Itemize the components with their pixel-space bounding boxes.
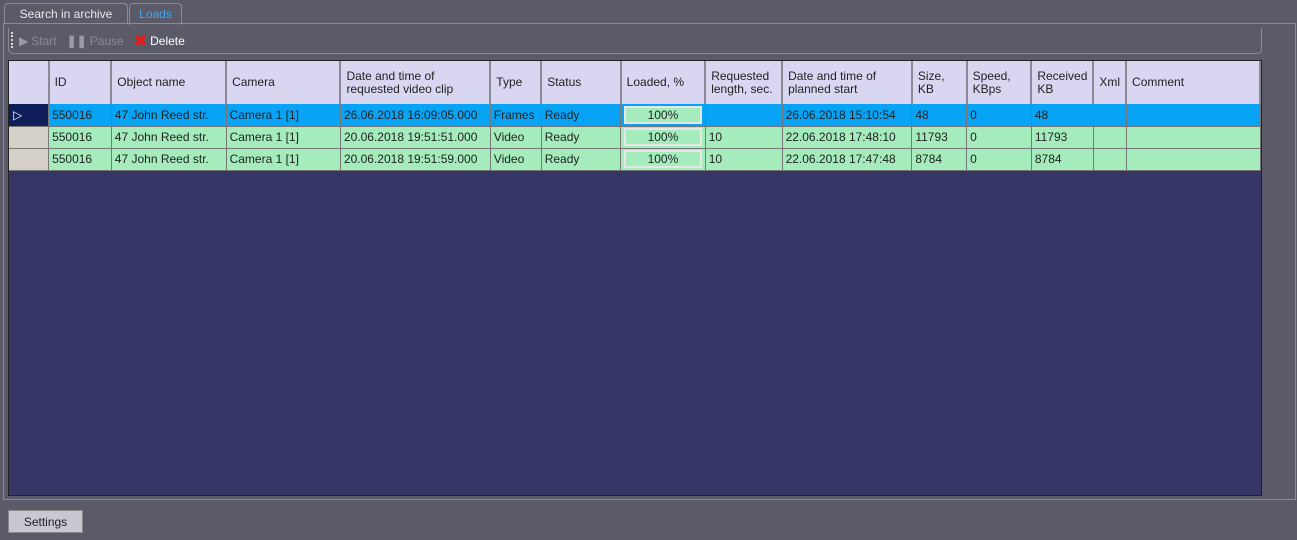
column-header[interactable]: Received KB [1031,61,1095,104]
table-cell [1126,148,1261,171]
column-header[interactable]: Status [541,61,622,104]
column-header[interactable]: Camera [226,61,342,104]
table-cell: 26.06.2018 15:10:54 [782,104,913,127]
table-cell: 20.06.2018 19:51:51.000 [340,126,491,149]
table-cell: 550016 [48,126,112,149]
toolbar: ▶ Start ❚❚ Pause ✖ Delete [8,28,1262,54]
current-row-arrow-icon: ▷ [13,107,23,122]
table-cell: 550016 [48,104,112,127]
start-label: Start [31,33,57,48]
tab-loads[interactable]: Loads [129,3,182,25]
table-cell: Video [490,148,542,171]
table-cell: Camera 1 [1] [226,148,341,171]
table-cell: 10 [705,126,783,149]
table-cell: 26.06.2018 16:09:05.000 [340,104,491,127]
column-header[interactable]: Comment [1126,61,1261,104]
loaded-progress-bar: 100% [624,150,702,168]
table-cell: 10 [705,148,783,171]
table-cell [1093,148,1127,171]
table-cell: 550016 [48,148,112,171]
table-cell: Camera 1 [1] [226,126,341,149]
table-cell: 100% [620,126,706,149]
table-cell: 100% [620,148,706,171]
loads-table: ID Object name Camera Date and time of requ… [9,61,1261,171]
pause-label: Pause [89,33,124,48]
table-cell: 0 [966,126,1032,149]
column-header[interactable]: ID [48,61,113,104]
table-cell: Camera 1 [1] [226,104,341,127]
start-button[interactable]: ▶ Start [19,34,57,48]
table-cell [1093,126,1127,149]
tab-search-in-archive[interactable]: Search in archive [4,3,128,24]
table-cell: 47 John Reed str. [111,126,227,149]
pause-button[interactable]: ❚❚ Pause [67,34,124,48]
table-cell: 100% [620,104,706,127]
column-header[interactable]: Size, KB [911,61,968,104]
loaded-progress-bar: 100% [624,105,702,124]
delete-x-icon: ✖ [133,32,148,50]
column-header[interactable]: Date and time of planned start [782,61,913,104]
table-cell: 20.06.2018 19:51:59.000 [340,148,491,171]
toolbar-grip-icon[interactable] [11,32,14,48]
delete-button[interactable]: ✖ Delete [134,31,185,51]
column-header[interactable]: Requested length, sec. [705,61,784,104]
table-cell: 48 [1031,104,1094,127]
column-header[interactable]: Date and time of requested video clip [340,61,492,104]
loaded-progress-bar: 100% [624,128,702,146]
row-header-corner [9,61,50,104]
table-cell [1126,126,1261,149]
play-icon: ▶ [19,33,29,48]
table-cell [1126,104,1261,127]
table-cell: 48 [911,104,968,127]
table-cell: Ready [541,104,622,127]
pause-icon: ❚❚ [66,33,87,48]
table-cell: 0 [966,148,1032,171]
table-row[interactable]: 550016 47 John Reed str. Camera 1 [1] 20.06… [9,126,1261,149]
row-selector[interactable] [9,126,50,149]
table-cell: Ready [541,126,622,149]
table-cell: 8784 [911,148,968,171]
table-cell: 47 John Reed str. [111,148,227,171]
column-header[interactable]: Speed, KBps [966,61,1033,104]
row-selector[interactable] [9,148,50,171]
table-cell: 22.06.2018 17:47:48 [782,148,913,171]
table-cell: Frames [490,104,542,127]
table-row[interactable]: 550016 47 John Reed str. Camera 1 [1] 20.06… [9,148,1261,171]
loads-grid[interactable]: ID Object name Camera Date and time of requ… [8,60,1262,496]
table-cell [1093,104,1127,127]
delete-label: Delete [150,33,185,48]
table-cell: 22.06.2018 17:48:10 [782,126,913,149]
table-cell: Ready [541,148,622,171]
table-cell: 8784 [1031,148,1094,171]
table-cell: 47 John Reed str. [111,104,227,127]
settings-button[interactable]: Settings [8,510,83,533]
table-row[interactable]: ▷ 550016 47 John Reed str. Camera 1 [1] 26.0… [9,104,1261,127]
table-cell: Video [490,126,542,149]
loads-panel [3,23,1296,500]
column-header[interactable]: Object name [111,61,228,104]
table-cell: 11793 [911,126,968,149]
table-cell: 0 [966,104,1032,127]
table-cell: 11793 [1031,126,1094,149]
column-header[interactable]: Type [490,61,543,104]
column-header[interactable]: Loaded, % [620,61,707,104]
column-header[interactable]: Xml [1093,61,1128,104]
row-selector[interactable]: ▷ [9,104,50,127]
table-cell [705,104,783,127]
